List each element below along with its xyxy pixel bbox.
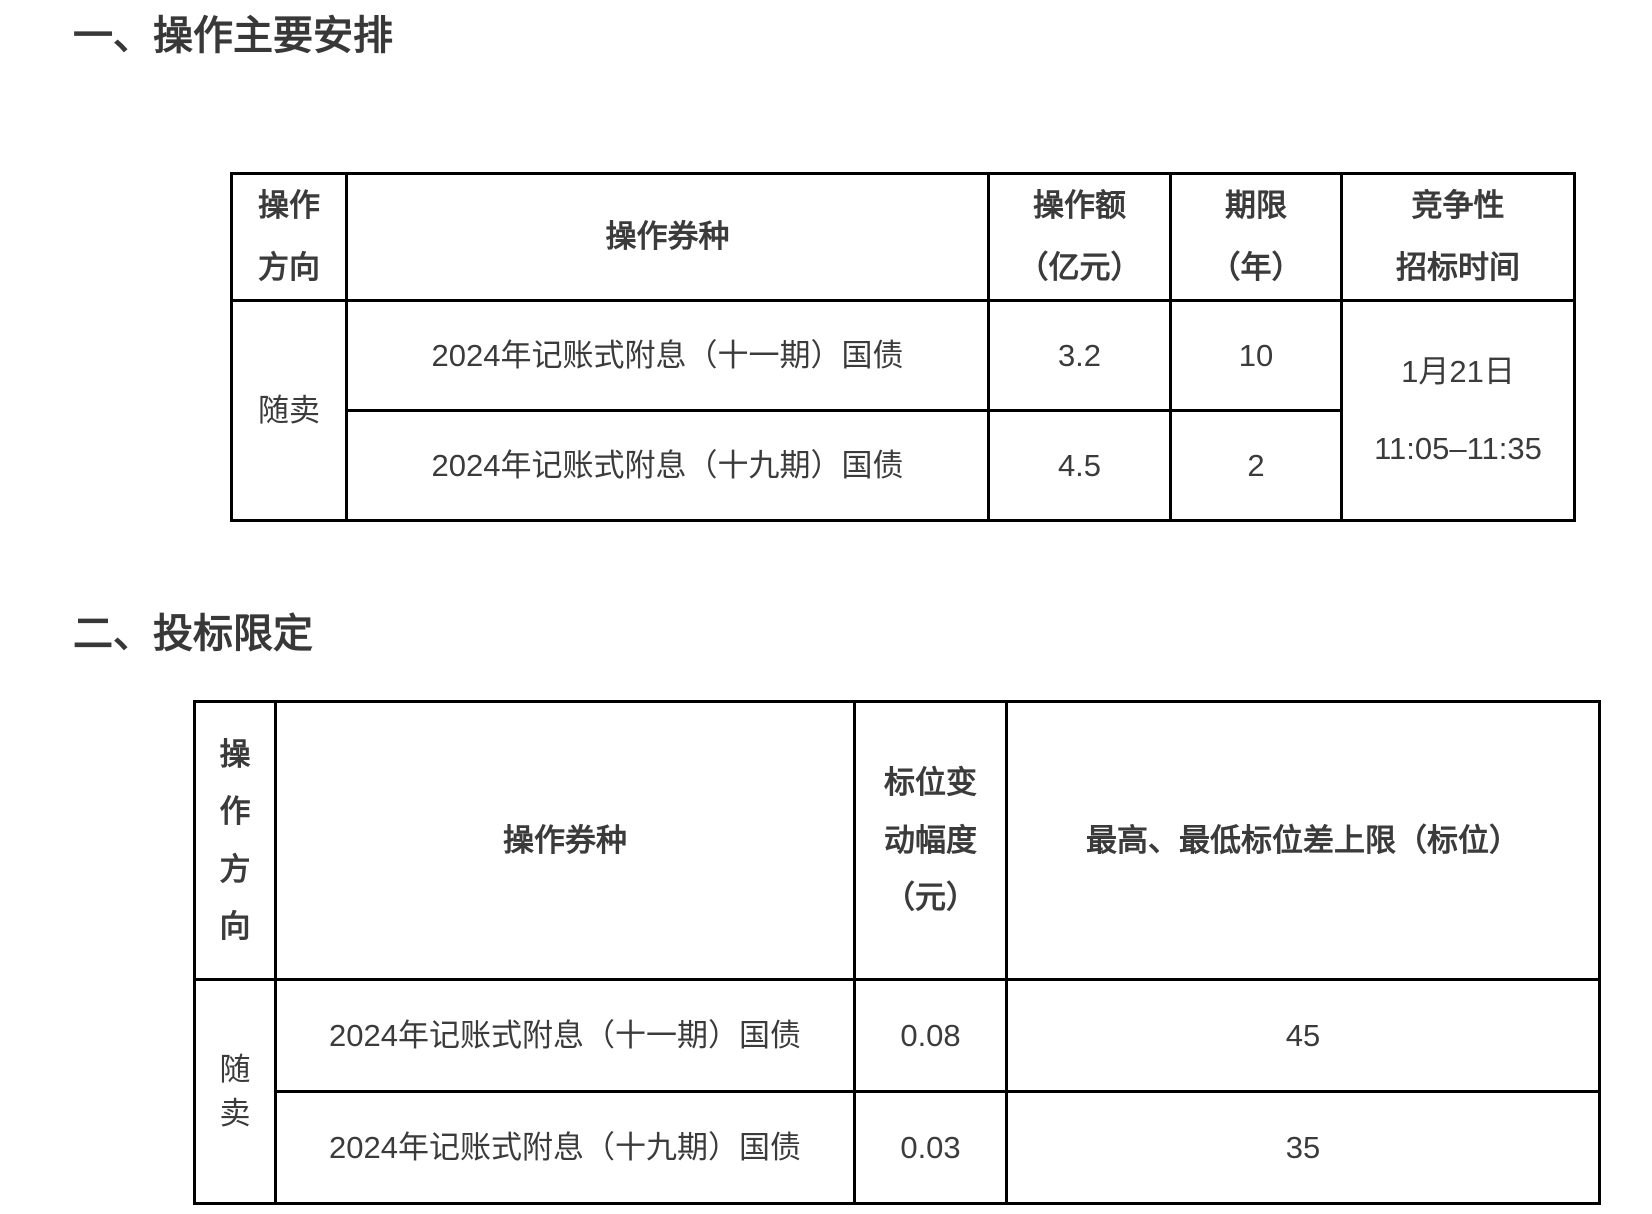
bond-name-cell: 2024年记账式附息（十九期）国债 [274, 1090, 856, 1205]
amount-cell: 4.5 [987, 409, 1172, 522]
operation-arrangement-table: 操作 方向 操作券种 操作额 （亿元） 期限 （年） 竞争性 招标时间 随卖 2… [230, 172, 1576, 522]
bid-date: 1月21日 [1401, 353, 1515, 389]
bid-time-cell: 1月21日 11:05–11:35 [1340, 299, 1576, 522]
header-price-step: 标位变 动幅度 （元） [853, 700, 1008, 981]
price-step-cell: 0.03 [853, 1090, 1008, 1205]
direction-cell: 随卖 [230, 299, 348, 522]
header-operation-amount: 操作额 （亿元） [987, 172, 1172, 302]
spread-cap-cell: 45 [1005, 978, 1601, 1093]
price-step-cell: 0.08 [853, 978, 1008, 1093]
bond-name-cell: 2024年记账式附息（十九期）国债 [345, 409, 990, 522]
term-cell: 2 [1169, 409, 1343, 522]
section1-heading: 一、操作主要安排 [73, 14, 393, 58]
bond-name-cell: 2024年记账式附息（十一期）国债 [345, 299, 990, 412]
header-operation-direction: 操 作 方 向 [193, 700, 277, 981]
table-header-row: 操作 方向 操作券种 操作额 （亿元） 期限 （年） 竞争性 招标时间 [230, 172, 1576, 302]
header-term: 期限 （年） [1169, 172, 1343, 302]
section2-heading: 二、投标限定 [73, 612, 313, 656]
term-cell: 10 [1169, 299, 1343, 412]
header-spread-cap: 最高、最低标位差上限（标位） [1005, 700, 1601, 981]
direction-cell: 随 卖 [193, 978, 277, 1205]
header-operation-direction: 操作 方向 [230, 172, 348, 302]
bond-name-cell: 2024年记账式附息（十一期）国债 [274, 978, 856, 1093]
bid-time-range: 11:05–11:35 [1374, 430, 1542, 466]
amount-cell: 3.2 [987, 299, 1172, 412]
header-bond-type: 操作券种 [345, 172, 990, 302]
header-bond-type: 操作券种 [274, 700, 856, 981]
header-bid-time: 竞争性 招标时间 [1340, 172, 1576, 302]
bid-limit-table: 操 作 方 向 操作券种 标位变 动幅度 （元） 最高、最低标位差上限（标位） … [193, 700, 1601, 1205]
table-row: 2024年记账式附息（十九期）国债 4.5 2 [232, 409, 1575, 522]
table-header-row: 操 作 方 向 操作券种 标位变 动幅度 （元） 最高、最低标位差上限（标位） [193, 700, 1601, 981]
table-row: 随卖 2024年记账式附息（十一期）国债 3.2 10 1月21日 11:05–… [230, 299, 1576, 522]
table-row: 2024年记账式附息（十九期）国债 0.03 35 [195, 1090, 1601, 1205]
table-row: 随 卖 2024年记账式附息（十一期）国债 0.08 45 [193, 978, 1601, 1205]
spread-cap-cell: 35 [1005, 1090, 1601, 1205]
